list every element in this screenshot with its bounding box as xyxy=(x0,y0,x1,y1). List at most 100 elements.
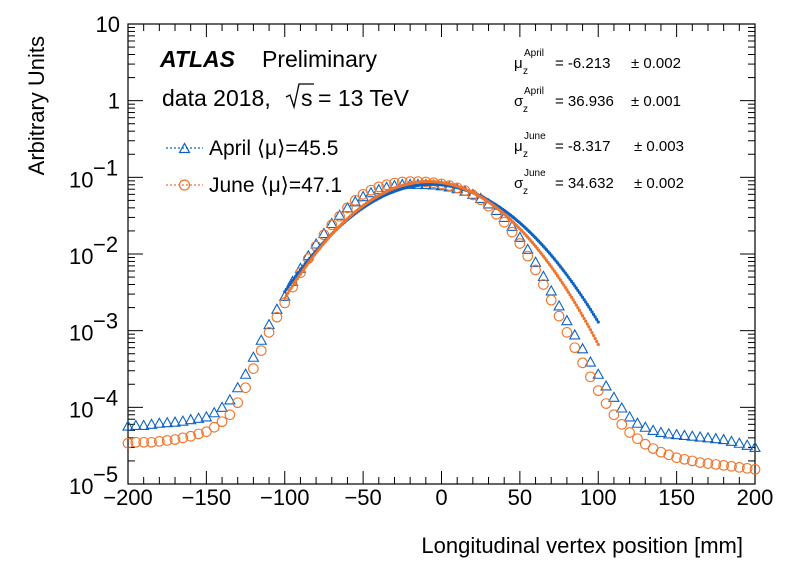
fit-point xyxy=(554,271,558,275)
data-point-triangle xyxy=(223,393,236,405)
stat-sigma-april: σ z April = 36.936 ± 0.001 xyxy=(514,86,681,115)
stat-sigma-june: σ z June = 34.632 ± 0.002 xyxy=(514,168,684,197)
fit-point xyxy=(588,307,593,311)
data-point-circle xyxy=(193,428,204,440)
preliminary-label: Preliminary xyxy=(262,46,378,72)
data-point-circle xyxy=(216,416,228,428)
stat-subscript: z xyxy=(523,149,528,160)
dataset-label: data 2018, xyxy=(162,85,271,111)
x-tick-label: 150 xyxy=(658,485,695,510)
stat-subscript: z xyxy=(523,186,528,197)
data-point-circle xyxy=(545,294,557,306)
data-point-triangle xyxy=(521,243,534,254)
fit-point xyxy=(588,328,593,332)
data-point-triangle xyxy=(365,186,377,198)
data-point-triangle xyxy=(333,209,346,220)
legend-circle-marker xyxy=(178,179,191,191)
data-point-triangle xyxy=(231,381,244,393)
data-point-triangle xyxy=(686,430,699,441)
fit-point xyxy=(580,314,585,318)
fit-point xyxy=(295,277,299,281)
fit-point xyxy=(590,310,594,314)
x-tick-label: 100 xyxy=(580,485,617,510)
y-tick-label: 1 xyxy=(108,89,120,114)
fit-point xyxy=(585,302,589,307)
data-point-circle xyxy=(201,426,212,438)
stat-error: ± 0.002 xyxy=(631,55,681,72)
data-point-triangle xyxy=(568,328,581,340)
data-point-triangle xyxy=(513,231,526,242)
data-point-circle xyxy=(538,279,549,290)
legend-label-april: April ⟨μ⟩=45.5 xyxy=(209,137,338,160)
fit-point xyxy=(294,279,298,283)
fit-point xyxy=(577,308,582,312)
fit-point xyxy=(573,284,577,288)
fit-point xyxy=(297,274,301,279)
data-point-circle xyxy=(232,397,244,409)
data-point-triangle xyxy=(592,368,605,379)
energy-label: = 13 TeV xyxy=(318,85,410,111)
fit-point xyxy=(571,282,575,286)
data-point-triangle xyxy=(216,401,228,412)
fit-point xyxy=(562,283,566,287)
data-point-triangle xyxy=(153,417,166,428)
data-point-circle xyxy=(686,455,698,467)
data-point-circle xyxy=(561,327,573,338)
data-point-circle xyxy=(169,434,181,445)
x-tick-label: 200 xyxy=(737,485,774,510)
fit-point xyxy=(570,295,574,299)
data-point-triangle xyxy=(584,355,597,367)
fit-point xyxy=(582,298,586,302)
data-point-circle xyxy=(334,210,345,222)
data-point-circle xyxy=(569,342,581,354)
fit-point xyxy=(571,298,575,302)
stat-subscript: z xyxy=(523,104,528,115)
data-point-circle xyxy=(553,310,565,322)
fit-point xyxy=(284,287,288,292)
data-point-circle xyxy=(506,226,518,238)
data-point-circle xyxy=(491,208,502,220)
data-point-triangle xyxy=(576,342,589,354)
data-point-triangle xyxy=(537,270,550,281)
data-point-triangle xyxy=(639,421,652,432)
fit-point xyxy=(584,319,588,323)
x-tick-label: 0 xyxy=(435,485,447,510)
fit-curve-june xyxy=(283,179,600,347)
data-point-triangle xyxy=(600,379,613,391)
fit-point xyxy=(286,285,290,289)
data-point-triangle xyxy=(122,419,134,431)
data-point-circle xyxy=(655,446,667,458)
data-point-triangle xyxy=(529,256,542,267)
fit-point xyxy=(560,281,564,285)
y-tick-label-base: 10 xyxy=(69,244,93,269)
data-point-triangle xyxy=(717,433,730,445)
fit-point xyxy=(286,291,290,295)
data-point-circle xyxy=(749,464,761,475)
fit-point xyxy=(579,311,583,315)
data-point-circle xyxy=(240,382,251,394)
data-point-triangle xyxy=(623,410,636,422)
y-tick-label-exponent: −2 xyxy=(93,232,118,257)
fit-point xyxy=(568,293,572,297)
data-point-circle xyxy=(138,436,150,448)
x-axis-title: Longitudinal vertex position [mm] xyxy=(421,533,743,558)
fit-point xyxy=(587,325,591,329)
y-tick-label-exponent: −3 xyxy=(93,309,118,334)
stat-symbol: μ xyxy=(514,138,523,155)
stat-subscript: z xyxy=(523,66,528,77)
data-point-circle xyxy=(514,238,526,249)
fit-point xyxy=(284,294,288,298)
stat-symbol: σ xyxy=(514,175,524,192)
x-tick-label: −150 xyxy=(182,485,232,510)
data-point-triangle xyxy=(255,334,268,345)
data-point-triangle xyxy=(372,183,385,195)
fit-point xyxy=(590,331,594,335)
stat-symbol: σ xyxy=(514,93,524,110)
stat-symbol: μ xyxy=(514,55,523,72)
data-point-circle xyxy=(271,311,283,323)
data-point-triangle xyxy=(749,441,761,452)
stat-value: = 36.936 xyxy=(555,93,614,110)
fit-point xyxy=(287,289,292,293)
